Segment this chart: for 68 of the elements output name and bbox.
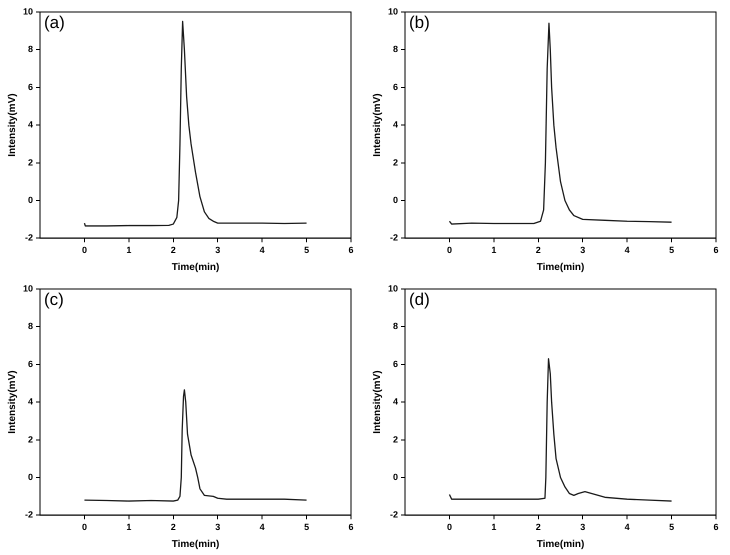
y-axis-title: Intensity(mV)	[372, 370, 383, 434]
x-tick-label: 2	[536, 245, 541, 256]
x-tick-label: 6	[713, 522, 719, 532]
y-tick-label: 4	[28, 396, 34, 407]
x-tick-label: 2	[170, 245, 176, 256]
x-tick-label: 5	[304, 245, 310, 256]
x-tick-label: 4	[260, 522, 265, 532]
chart-title: (d)	[409, 290, 430, 310]
y-tick-label: 4	[392, 120, 398, 130]
y-tick-label: 2	[392, 434, 398, 444]
x-tick-label: 4	[624, 522, 630, 532]
x-tick-label: 0	[82, 245, 87, 256]
y-tick-label: -2	[390, 232, 398, 243]
y-tick-label: 8	[28, 44, 34, 54]
x-tick-label: 1	[491, 245, 496, 256]
y-tick-label: -2	[24, 232, 34, 243]
chart-title: (c)	[44, 290, 64, 310]
x-tick-label: 5	[669, 245, 674, 256]
y-tick-label: 2	[392, 157, 398, 168]
x-tick-label: 2	[536, 522, 541, 532]
x-tick-label: 3	[215, 245, 220, 256]
x-axis-title: Time(min)	[172, 262, 220, 273]
y-tick-label: 8	[28, 321, 34, 332]
x-tick-label: 0	[446, 245, 452, 256]
y-axis-title: Intensity(mV)	[6, 93, 18, 157]
x-tick-label: 4	[260, 245, 265, 256]
y-tick-label: 2	[28, 434, 34, 444]
x-tick-label: 3	[580, 522, 586, 532]
x-tick-label: 3	[215, 522, 220, 532]
x-tick-label: 1	[491, 522, 496, 532]
y-tick-label: 0	[392, 194, 398, 205]
x-tick-label: 1	[126, 522, 132, 532]
y-tick-label: 6	[28, 82, 34, 92]
x-tick-label: 3	[580, 245, 586, 256]
y-tick-label: 10	[388, 283, 398, 294]
y-tick-label: 0	[392, 472, 398, 482]
x-tick-label: 0	[446, 522, 452, 532]
y-tick-label: 0	[28, 472, 34, 482]
y-tick-label: 4	[28, 120, 34, 130]
x-tick-label: 2	[170, 522, 176, 532]
y-axis-title: Intensity(mV)	[372, 93, 383, 157]
y-tick-label: -2	[24, 510, 34, 520]
y-tick-label: 10	[22, 6, 34, 16]
y-tick-label: 2	[28, 157, 34, 168]
x-tick-label: 5	[669, 522, 674, 532]
y-tick-label: 10	[388, 6, 398, 16]
y-tick-label: 8	[392, 321, 398, 332]
chart-title: (a)	[44, 13, 65, 32]
x-tick-label: 0	[82, 522, 87, 532]
y-tick-label: 8	[392, 44, 398, 54]
y-tick-label: -2	[390, 510, 398, 520]
y-axis-title: Intensity(mV)	[6, 370, 18, 434]
x-tick-label: 6	[348, 522, 354, 532]
x-tick-label: 6	[713, 245, 719, 256]
x-tick-label: 6	[348, 245, 354, 256]
x-tick-label: 1	[126, 245, 132, 256]
y-tick-label: 10	[22, 283, 34, 294]
x-axis-title: Time(min)	[172, 538, 220, 550]
x-axis-title: Time(min)	[536, 262, 584, 273]
y-tick-label: 6	[392, 358, 398, 369]
x-tick-label: 4	[624, 245, 630, 256]
y-tick-label: 6	[28, 358, 34, 369]
y-tick-label: 4	[392, 396, 398, 407]
y-tick-label: 6	[392, 82, 398, 92]
chart-title: (b)	[409, 13, 430, 32]
x-tick-label: 5	[304, 522, 310, 532]
y-tick-label: 0	[28, 194, 34, 205]
x-axis-title: Time(min)	[536, 538, 584, 550]
